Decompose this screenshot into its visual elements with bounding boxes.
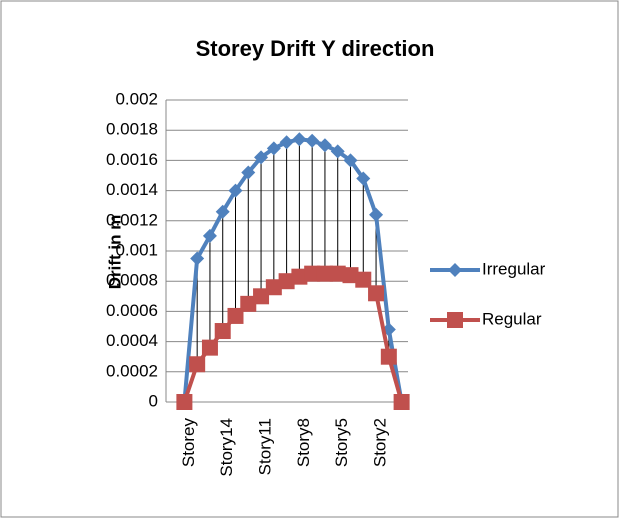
y-tick-label: 0.001: [115, 240, 158, 259]
point: [202, 228, 217, 243]
point: [343, 153, 358, 168]
point: [265, 279, 282, 296]
y-tick-label: 0.0018: [106, 120, 158, 139]
point: [369, 207, 384, 222]
point: [240, 295, 257, 312]
point: [305, 133, 320, 148]
point: [368, 285, 385, 302]
point: [292, 132, 307, 147]
point: [189, 356, 206, 373]
point: [304, 265, 321, 282]
legend-label: Regular: [482, 309, 542, 328]
point: [330, 144, 345, 159]
point: [316, 265, 333, 282]
x-tick-label: Story8: [294, 418, 313, 467]
y-tick-label: 0.0016: [106, 150, 158, 169]
y-tick-label: 0.002: [115, 89, 158, 108]
y-tick-label: 0.0006: [106, 301, 158, 320]
legend-marker: [447, 312, 463, 328]
legend-label: Irregular: [482, 259, 546, 278]
y-axis-label: Drift in m: [105, 215, 124, 290]
point: [317, 138, 332, 153]
y-tick-label: 0.0014: [106, 180, 158, 199]
point: [266, 141, 281, 156]
point: [176, 394, 193, 410]
point: [215, 204, 230, 219]
point: [278, 273, 295, 290]
point: [227, 307, 244, 324]
point: [380, 348, 397, 365]
point: [254, 150, 269, 165]
y-tick-label: 0.0008: [106, 271, 158, 290]
legend-marker: [448, 263, 462, 277]
point: [228, 183, 243, 198]
point: [279, 135, 294, 150]
chart-title: Storey Drift Y direction: [196, 36, 435, 61]
x-tick-label: Story11: [256, 418, 275, 475]
point: [355, 271, 372, 288]
y-tick-label: 0: [149, 391, 158, 410]
y-tick-label: 0.0012: [106, 210, 158, 229]
point: [214, 323, 231, 340]
x-tick-label: Story2: [371, 418, 390, 467]
point: [190, 251, 205, 266]
point: [291, 268, 308, 285]
point: [393, 394, 410, 410]
point: [342, 267, 359, 284]
point: [356, 171, 371, 186]
y-tick-label: 0.0002: [106, 361, 158, 380]
x-tick-label: Story5: [332, 418, 351, 467]
point: [201, 339, 218, 356]
point: [253, 288, 270, 305]
x-tick-label: Storey: [179, 418, 198, 468]
point: [329, 265, 346, 282]
point: [241, 165, 256, 180]
y-tick-label: 0.0004: [106, 331, 158, 350]
x-tick-label: Story14: [217, 418, 236, 477]
